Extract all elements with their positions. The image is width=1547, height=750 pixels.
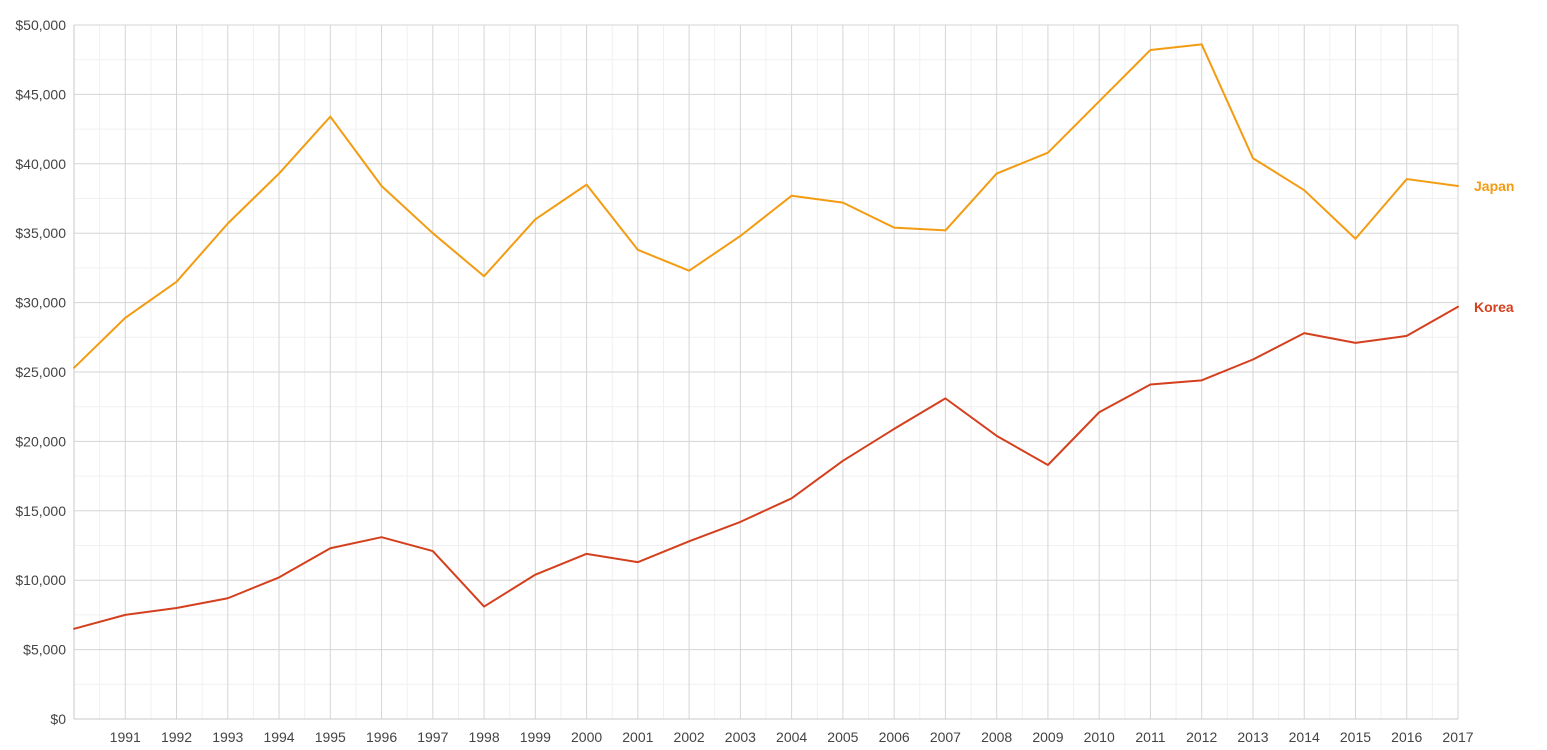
- x-tick-label: 2013: [1237, 729, 1268, 745]
- y-tick-label: $50,000: [15, 17, 66, 33]
- x-tick-label: 2011: [1135, 729, 1165, 745]
- x-tick-label: 2000: [571, 729, 602, 745]
- y-tick-label: $15,000: [15, 503, 66, 519]
- series-label-korea: Korea: [1474, 299, 1514, 315]
- x-axis: 1991 1992 1993 1994 1995 1996 1997 1998 1999 2000…: [74, 718, 1474, 745]
- y-tick-label: $40,000: [15, 156, 66, 172]
- y-tick-label: $35,000: [15, 225, 66, 241]
- y-tick-label: $5,000: [23, 642, 66, 658]
- x-tick-label: 2007: [930, 729, 961, 745]
- y-tick-label: $25,000: [15, 364, 66, 380]
- series-layer: [73, 43, 1459, 630]
- x-tick-label: 2001: [622, 729, 653, 745]
- x-tick-label: 1995: [315, 729, 346, 745]
- x-tick-label: 1991: [110, 729, 141, 745]
- x-tick-label: 2005: [827, 729, 858, 745]
- y-tick-label: $0: [50, 711, 66, 727]
- x-tick-label: 2006: [879, 729, 910, 745]
- series-line-korea: [73, 305, 1459, 630]
- x-tick-label: 1992: [161, 729, 192, 745]
- y-tick-label: $45,000: [15, 86, 66, 102]
- x-tick-label: 2016: [1391, 729, 1422, 745]
- x-tick-label: 1993: [212, 729, 243, 745]
- x-tick-label: 1996: [366, 729, 397, 745]
- y-tick-label: $30,000: [15, 295, 66, 311]
- x-tick-label: 1998: [468, 729, 499, 745]
- x-tick-label: 2014: [1289, 729, 1320, 745]
- x-tick-label: 2004: [776, 729, 807, 745]
- x-tick-label: 2012: [1186, 729, 1217, 745]
- x-tick-label: 2008: [981, 729, 1012, 745]
- series-line-japan: [73, 43, 1459, 369]
- x-tick-label: 2003: [725, 729, 756, 745]
- x-tick-label: 1999: [520, 729, 551, 745]
- series-label-japan: Japan: [1474, 178, 1514, 194]
- x-tick-label: 1994: [263, 729, 294, 745]
- x-tick-label: 2015: [1340, 729, 1371, 745]
- x-tick-label: 2010: [1084, 729, 1115, 745]
- y-axis: $0 $5,000 $10,000 $15,000 $20,000 $25,000 $30,…: [15, 17, 75, 727]
- x-tick-label: 2017: [1442, 729, 1473, 745]
- x-tick-label: 1997: [417, 729, 448, 745]
- y-tick-label: $10,000: [15, 572, 66, 588]
- x-tick-label: 2002: [674, 729, 705, 745]
- x-tick-label: 2009: [1032, 729, 1063, 745]
- series-label-layer: Japan Korea: [1474, 178, 1514, 315]
- y-tick-label: $20,000: [15, 433, 66, 449]
